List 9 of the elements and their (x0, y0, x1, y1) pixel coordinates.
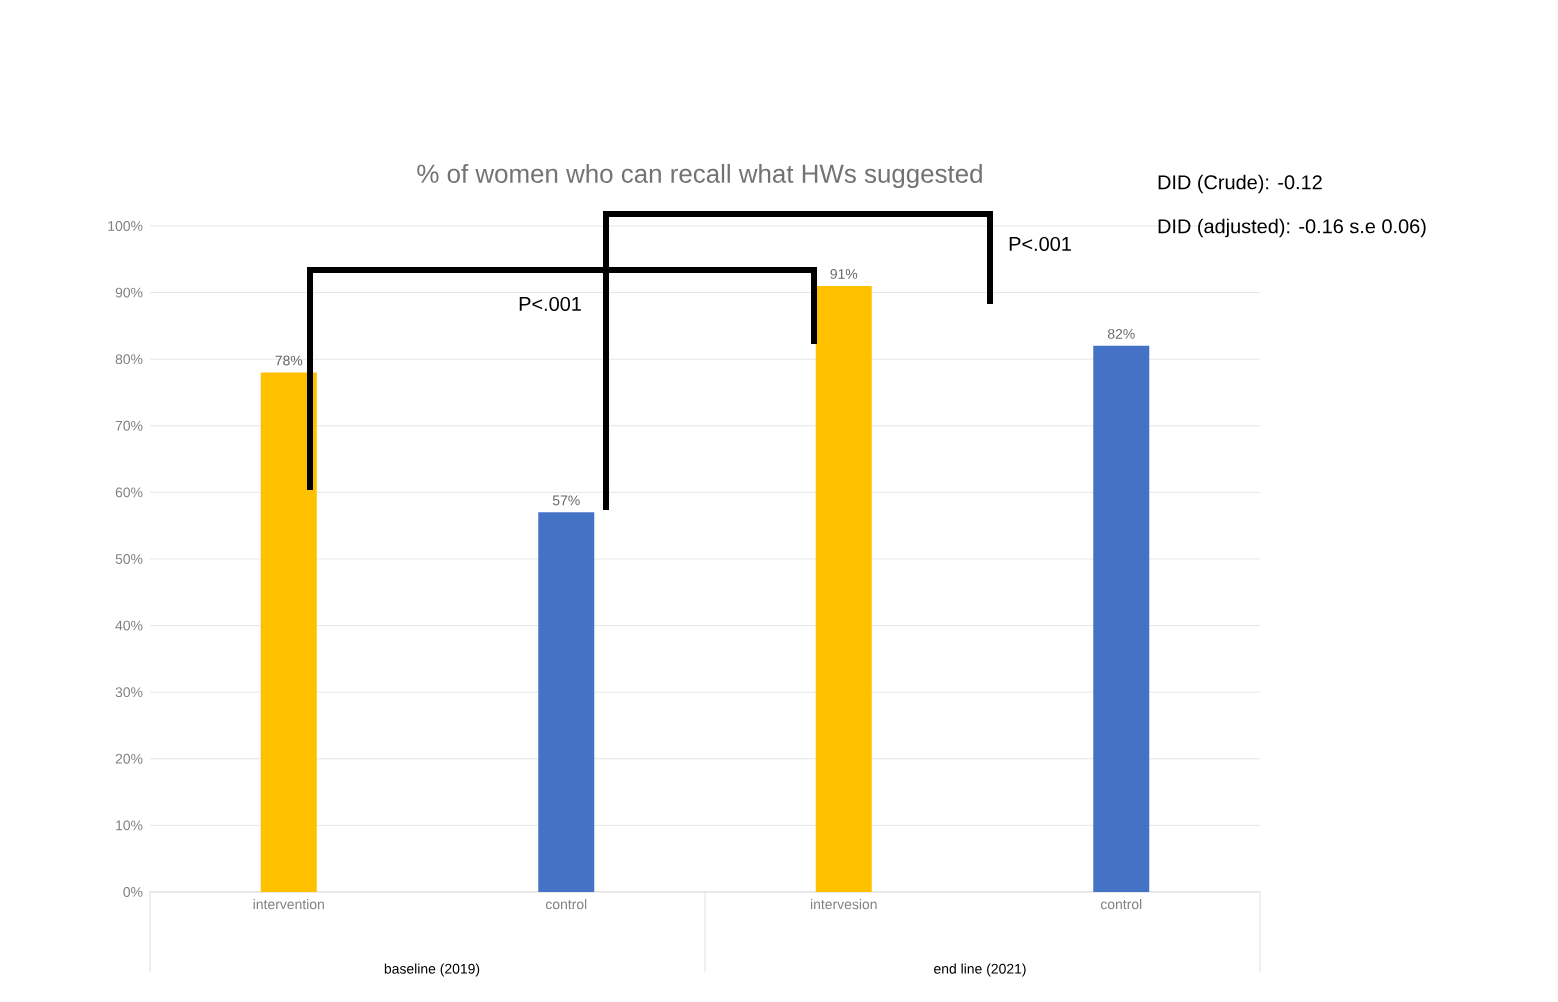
annotation: DID (adjusted): -0.16 s.e 0.06) (1158, 218, 1426, 238)
bar (260, 372, 317, 892)
bar (538, 512, 595, 892)
annotation: P<.001 (1009, 236, 1071, 252)
bar (1093, 345, 1150, 892)
chart-title: % of women who can recall what HWs suggested (417, 163, 982, 189)
text: DID (Crude): -0.12 (1158, 174, 1322, 194)
annotation: P<.001 (519, 296, 581, 312)
bar (815, 285, 872, 892)
